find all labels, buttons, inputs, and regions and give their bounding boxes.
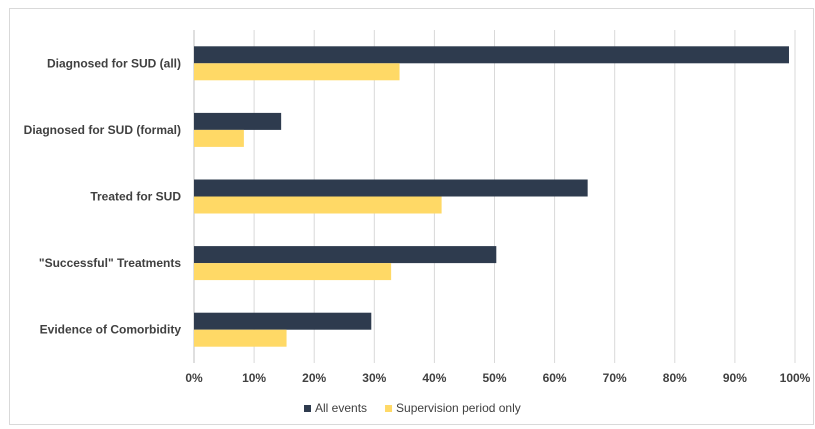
category-label: Diagnosed for SUD (formal) — [24, 123, 181, 137]
x-tick-label: 70% — [603, 371, 627, 385]
bar-supervision — [194, 329, 287, 347]
x-tick-label: 90% — [723, 371, 747, 385]
legend-label: All events — [315, 401, 367, 415]
bar-all-events — [194, 46, 789, 64]
chart-frame — [9, 8, 814, 425]
bar-all-events — [194, 246, 497, 264]
bar-supervision — [194, 129, 244, 147]
legend-swatch — [385, 405, 393, 412]
x-tick-label: 50% — [482, 371, 506, 385]
x-tick-label: 80% — [663, 371, 687, 385]
legend-swatch — [304, 405, 311, 412]
x-tick-label: 0% — [185, 371, 203, 385]
bar-supervision — [194, 263, 392, 281]
bar-all-events — [194, 179, 588, 197]
x-tick-label: 40% — [422, 371, 446, 385]
bar-all-events — [194, 312, 372, 330]
legend-label: Supervision period only — [396, 401, 521, 415]
category-label: "Successful" Treatments — [39, 256, 181, 270]
x-tick-label: 100% — [780, 371, 811, 385]
bar-all-events — [194, 112, 282, 130]
category-label: Diagnosed for SUD (all) — [47, 56, 181, 70]
bar-supervision — [194, 196, 442, 214]
category-label: Evidence of Comorbidity — [40, 323, 182, 337]
x-tick-label: 10% — [242, 371, 266, 385]
x-tick-label: 20% — [302, 371, 326, 385]
category-label: Treated for SUD — [90, 190, 181, 204]
x-tick-label: 30% — [362, 371, 386, 385]
bar-supervision — [194, 63, 400, 81]
x-tick-label: 60% — [543, 371, 567, 385]
